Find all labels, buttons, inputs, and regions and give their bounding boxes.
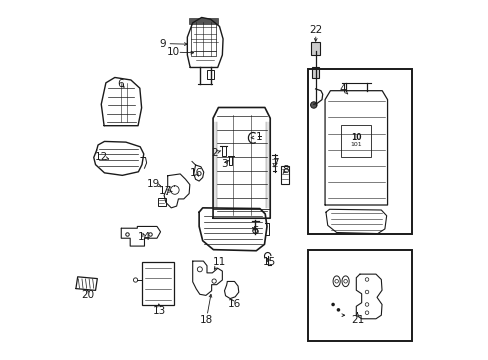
Text: 5: 5 <box>252 226 259 236</box>
Bar <box>142 262 174 305</box>
Text: 14: 14 <box>138 232 151 242</box>
Text: 13: 13 <box>153 306 166 316</box>
Text: 3: 3 <box>221 159 228 169</box>
Text: 17: 17 <box>158 186 171 196</box>
Text: 10: 10 <box>350 132 361 141</box>
Bar <box>157 198 165 206</box>
Text: 22: 22 <box>309 25 322 35</box>
Bar <box>341 125 371 157</box>
Circle shape <box>331 303 334 306</box>
Bar <box>307 69 411 234</box>
Text: 2: 2 <box>210 148 217 158</box>
Bar <box>311 67 319 78</box>
Text: 8: 8 <box>282 165 288 175</box>
Circle shape <box>336 308 340 312</box>
Text: 6: 6 <box>117 78 123 89</box>
Text: 9: 9 <box>160 39 166 49</box>
Bar <box>222 146 225 156</box>
Text: 18: 18 <box>199 315 212 325</box>
Text: 21: 21 <box>350 315 363 325</box>
Text: 101: 101 <box>350 142 362 147</box>
Bar <box>307 249 411 342</box>
Circle shape <box>310 102 316 108</box>
Bar <box>188 18 218 24</box>
Bar <box>229 156 232 165</box>
Bar <box>206 70 214 79</box>
Bar <box>310 42 320 55</box>
Text: 16: 16 <box>189 168 203 178</box>
Text: 19: 19 <box>146 179 160 189</box>
Text: 20: 20 <box>81 290 94 300</box>
Text: 7: 7 <box>271 158 278 168</box>
Bar <box>280 166 288 184</box>
Bar <box>190 22 216 56</box>
Text: 16: 16 <box>227 299 241 309</box>
Text: 11: 11 <box>212 257 225 267</box>
Text: 1: 1 <box>255 132 262 142</box>
Text: 12: 12 <box>95 152 108 162</box>
Text: 15: 15 <box>263 257 276 267</box>
Text: 10: 10 <box>166 47 179 57</box>
Text: 4: 4 <box>339 84 346 94</box>
